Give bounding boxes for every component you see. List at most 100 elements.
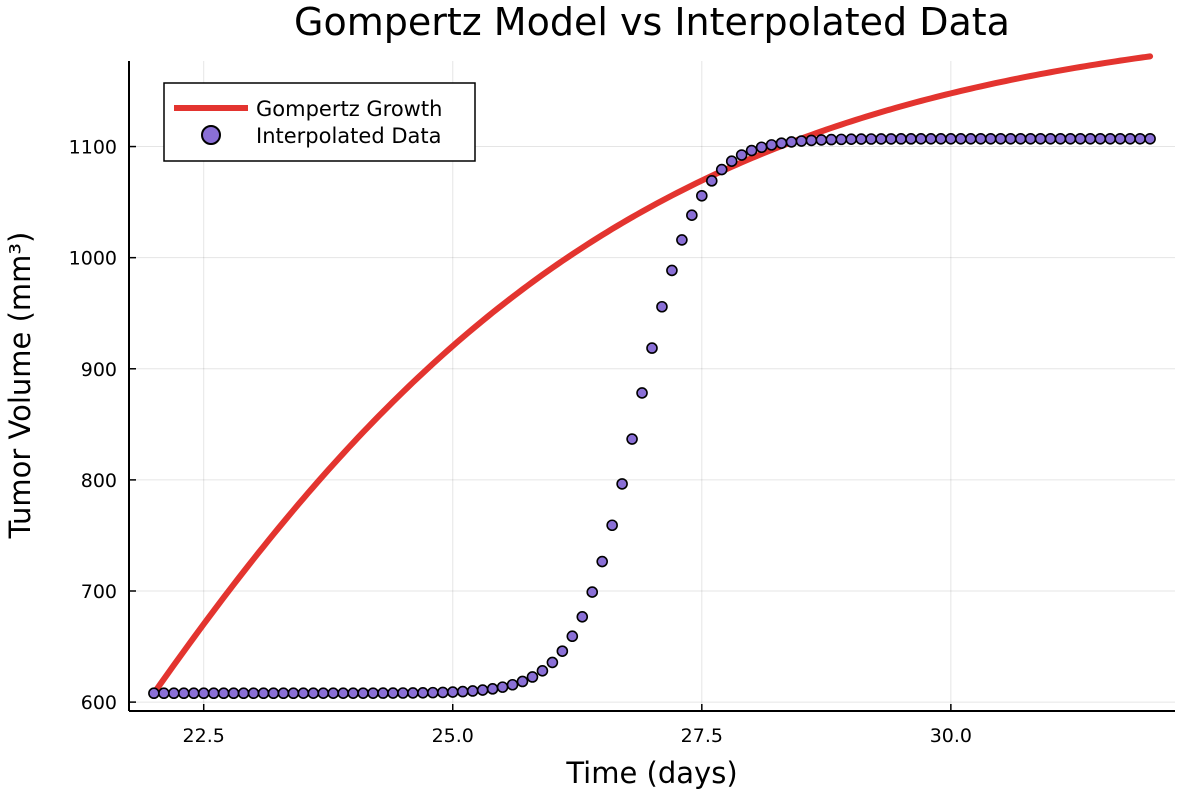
data-point [217,687,230,700]
data-point [237,687,250,700]
data-point [347,687,359,699]
data-point [994,132,1007,145]
series-gompertz-growth [150,53,1154,697]
legend-box [163,82,476,162]
data-point [456,685,469,698]
data-point [466,685,479,697]
data-point [476,684,489,696]
data-point [148,687,160,700]
x-ticks: 22.5 25.0 27.5 30.0 [183,704,972,747]
data-point [945,132,957,145]
data-point [377,687,389,699]
y-tick-label: 700 [81,581,117,603]
data-point [596,555,608,568]
data-point [835,133,848,146]
data-point [1064,132,1077,145]
y-axis-label: Tumor Volume (mm³) [3,232,37,540]
data-point [1034,132,1047,145]
data-point [1024,132,1037,145]
data-point [357,687,369,699]
data-point [815,134,828,146]
series-interpolated-data [148,132,1156,700]
x-tick-label: 27.5 [681,725,723,747]
data-point [417,686,429,699]
data-point [765,139,778,151]
data-point [1144,132,1156,145]
data-point [745,144,758,157]
data-point [715,163,728,176]
data-point [984,132,997,145]
data-point [1094,132,1107,145]
grid [129,61,1175,711]
data-point [177,687,190,700]
data-point [696,189,708,202]
data-point [905,133,917,145]
data-point [436,686,449,699]
data-point [626,433,638,445]
legend-label-interpolated-data: Interpolated Data [256,124,441,148]
y-ticks: 600 700 800 900 1000 1100 [69,137,136,714]
data-point [955,132,967,145]
x-tick-label: 22.5 [183,725,225,747]
data-point [1124,132,1136,145]
data-point [247,687,260,700]
x-tick-label: 30.0 [930,725,972,747]
data-point [267,687,280,700]
data-point [327,687,340,700]
data-point [546,656,559,669]
data-point [805,134,818,147]
legend-label-gompertz-growth: Gompertz Growth [256,97,442,121]
legend: Gompertz Growth Interpolated Data [163,82,476,162]
x-axis-label: Time (days) [565,756,737,790]
data-point [1044,132,1057,145]
data-point [1054,132,1067,145]
data-point [676,234,688,246]
data-point [974,132,987,145]
data-point [1014,132,1027,145]
data-point [586,586,599,598]
data-point [307,687,320,700]
data-point [168,687,180,700]
data-point [855,133,868,145]
data-point [785,136,798,148]
data-point [506,678,519,691]
data-point [606,519,618,532]
data-point [705,175,718,187]
data-point [895,133,907,145]
data-point [187,687,200,700]
data-point [915,133,927,145]
data-point [556,645,569,657]
data-point [845,133,858,146]
data-point [964,132,977,145]
data-point [795,135,808,147]
data-point [257,687,270,700]
axes [128,61,1175,712]
data-point [885,133,897,145]
data-point [387,687,399,699]
data-point [207,687,220,700]
data-point [686,209,698,221]
data-point [775,137,788,149]
data-point [446,686,459,698]
data-point [825,133,838,146]
chart-title: Gompertz Model vs Interpolated Data [294,0,1010,44]
data-point [636,387,648,399]
data-point [1104,132,1117,145]
y-tick-label: 1000 [69,248,117,270]
data-point [496,681,509,693]
legend-swatch-interpolated-data [201,125,221,145]
data-point [735,149,748,161]
data-point [925,133,937,145]
data-point [277,687,290,700]
data-point [526,671,539,683]
data-point [297,687,310,700]
data-point [407,687,419,699]
data-point [616,478,628,490]
data-point [1004,132,1017,145]
data-point [666,264,678,277]
data-point [1134,132,1146,145]
data-point [158,687,170,700]
data-point [656,300,668,313]
data-point [865,133,877,145]
